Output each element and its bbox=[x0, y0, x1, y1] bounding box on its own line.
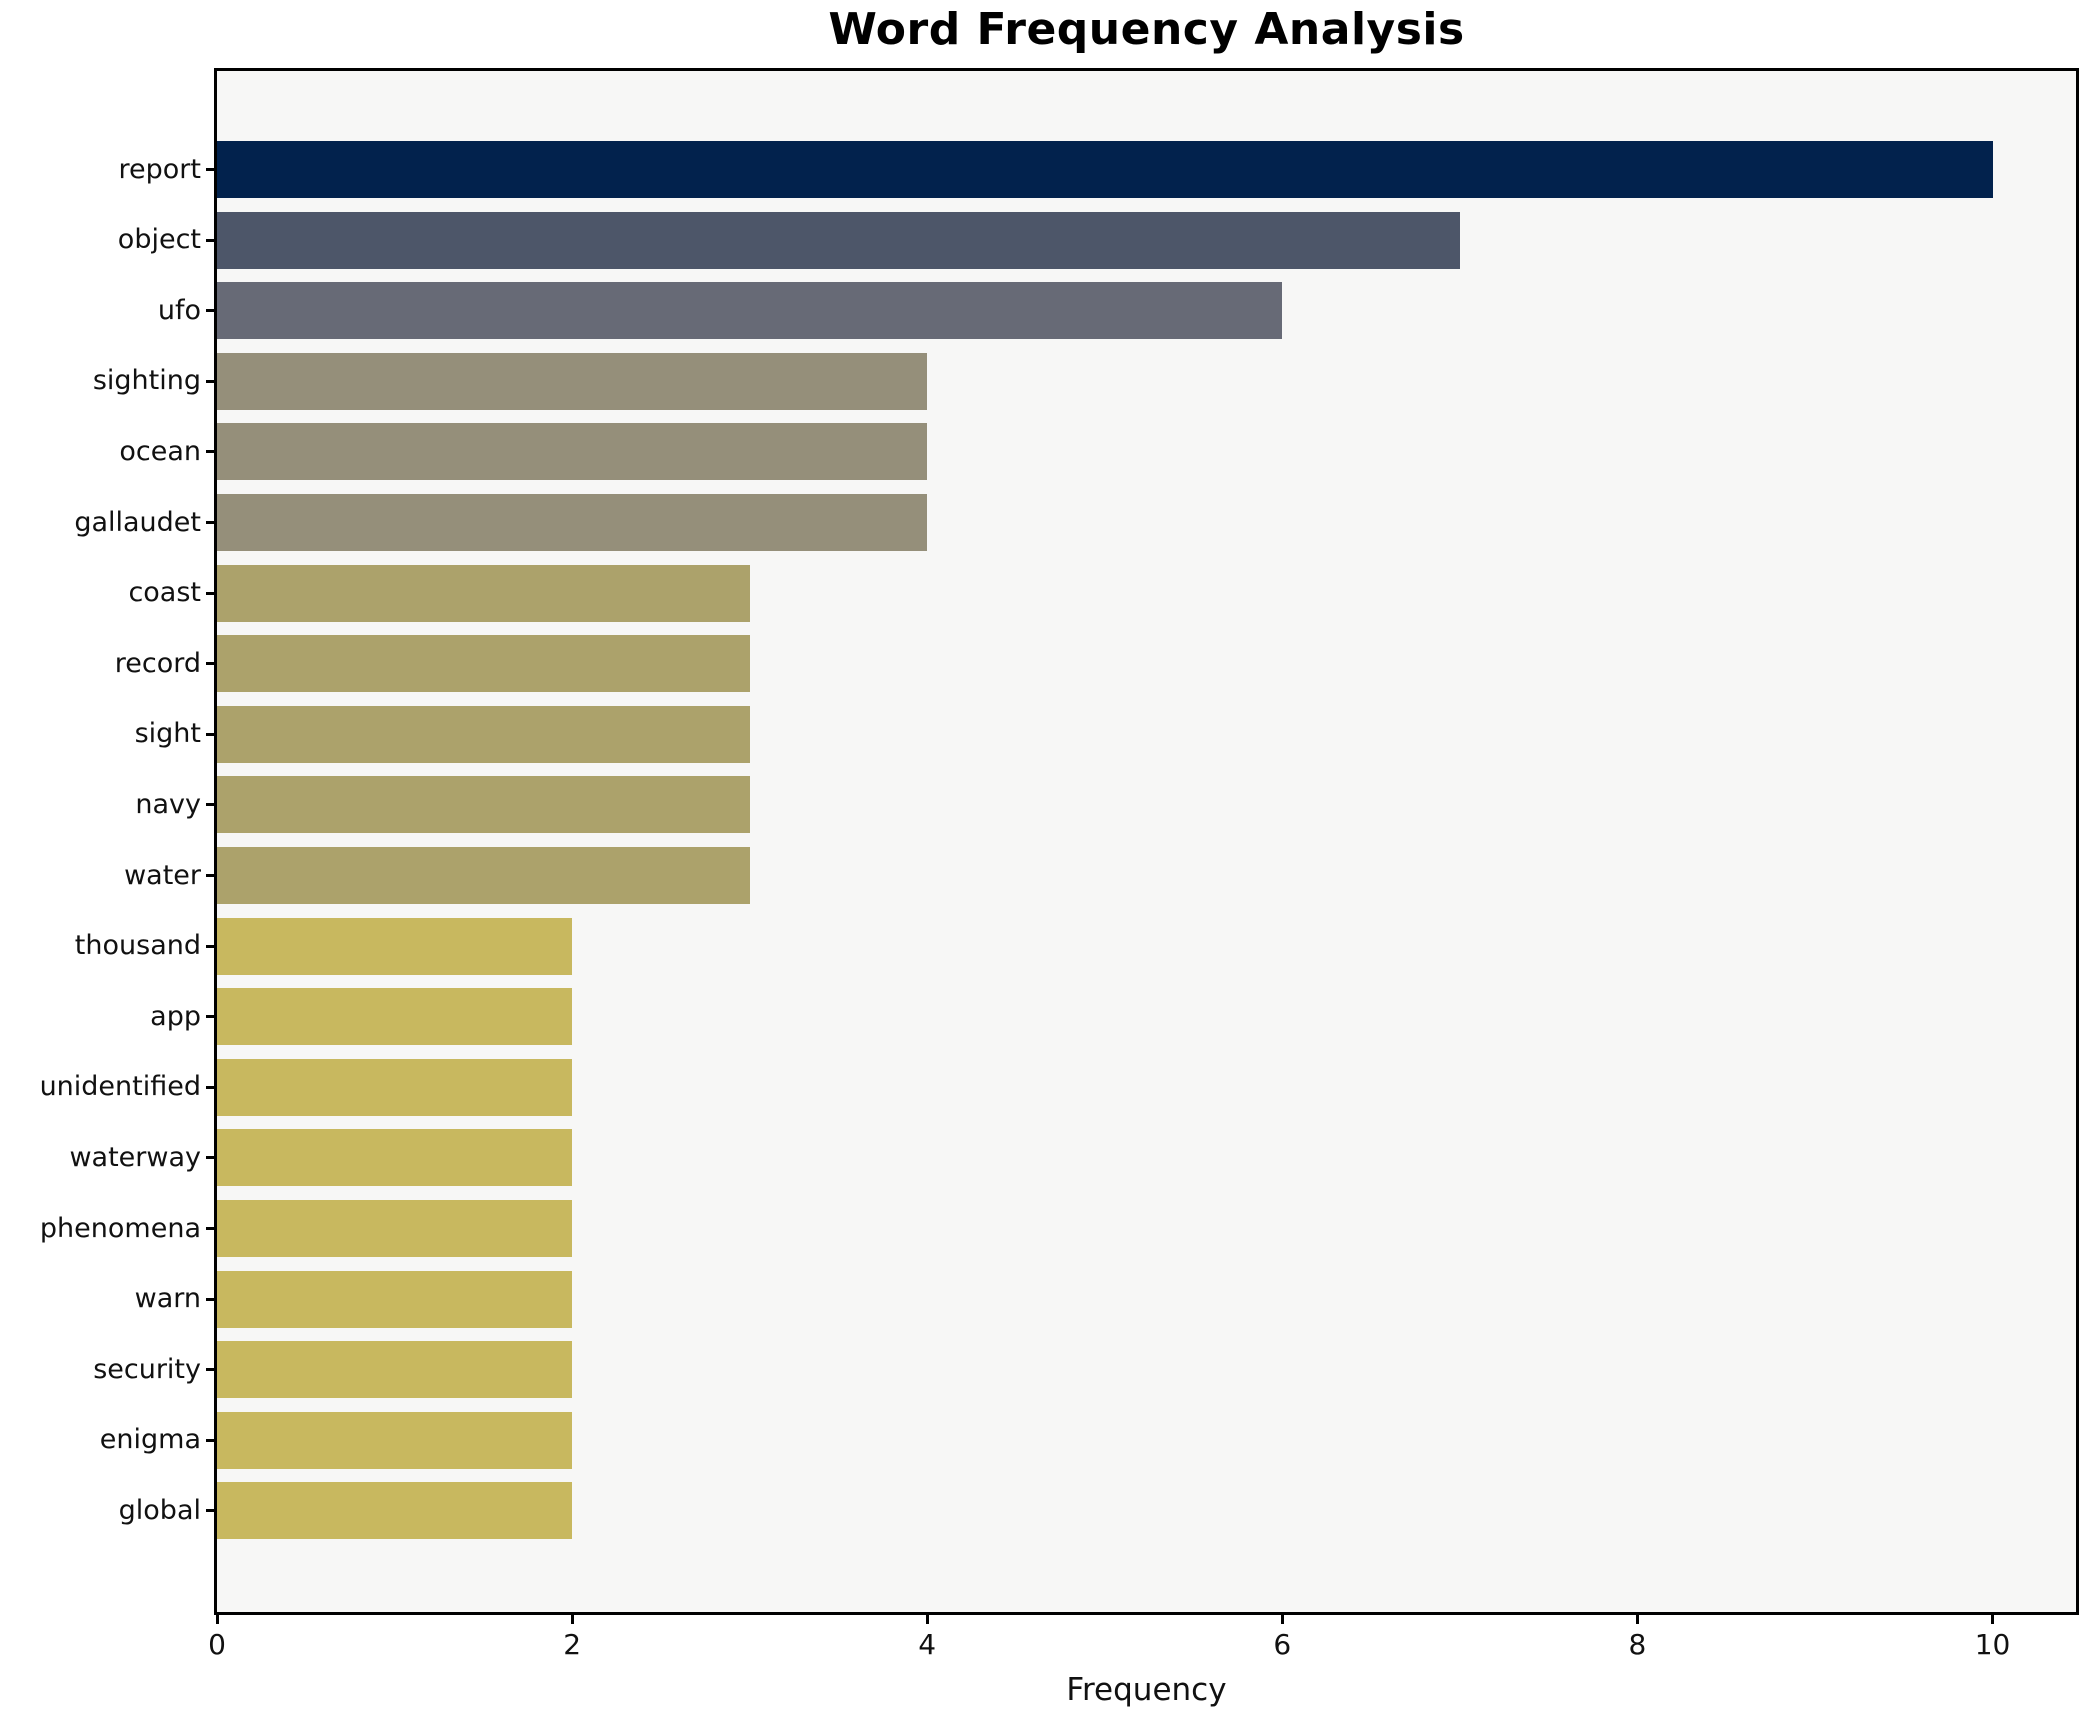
y-tick-mark bbox=[206, 1156, 217, 1160]
y-tick-mark bbox=[206, 1227, 217, 1230]
y-tick-label-ufo: ufo bbox=[157, 294, 201, 326]
y-tick-mark bbox=[206, 1085, 217, 1089]
bar-thousand bbox=[217, 917, 573, 975]
bar-phenomena bbox=[217, 1200, 573, 1257]
bar-warn bbox=[217, 1270, 573, 1328]
y-tick-mark bbox=[206, 1015, 217, 1019]
y-tick-label-global: global bbox=[118, 1494, 201, 1526]
bar-global bbox=[217, 1482, 573, 1540]
x-tick-mark bbox=[215, 1612, 219, 1624]
y-tick-label-report: report bbox=[118, 153, 201, 185]
y-tick-label-sighting: sighting bbox=[92, 365, 201, 397]
bar-unidentified bbox=[217, 1058, 573, 1116]
y-tick-mark bbox=[206, 450, 217, 454]
bar-report bbox=[217, 141, 1993, 198]
y-tick-label-warn: warn bbox=[134, 1283, 201, 1315]
y-tick-mark bbox=[206, 379, 217, 383]
x-tick-label-0: 0 bbox=[208, 1628, 226, 1661]
y-tick-label-security: security bbox=[93, 1353, 201, 1385]
x-tick-label-8: 8 bbox=[1628, 1628, 1647, 1661]
x-tick-label-2: 2 bbox=[563, 1628, 582, 1661]
y-tick-label-app: app bbox=[150, 1000, 201, 1032]
y-tick-label-phenomena: phenomena bbox=[39, 1212, 201, 1244]
y-tick-label-enigma: enigma bbox=[99, 1424, 201, 1456]
y-tick-mark bbox=[206, 662, 217, 666]
y-tick-mark bbox=[206, 1368, 217, 1372]
bar-waterway bbox=[217, 1129, 573, 1187]
y-tick-label-navy: navy bbox=[135, 788, 201, 820]
y-tick-label-object: object bbox=[117, 224, 201, 256]
bar-enigma bbox=[217, 1411, 573, 1469]
y-tick-mark bbox=[206, 732, 217, 736]
bar-sight bbox=[217, 705, 750, 763]
bar-object bbox=[217, 211, 1460, 269]
x-tick-label-6: 6 bbox=[1273, 1628, 1292, 1661]
bar-coast bbox=[217, 564, 750, 622]
y-tick-mark bbox=[206, 591, 217, 595]
x-tick-mark bbox=[570, 1612, 574, 1624]
y-tick-label-record: record bbox=[114, 647, 201, 679]
plot-area bbox=[217, 71, 2076, 1612]
x-tick-label-10: 10 bbox=[1974, 1628, 2011, 1661]
y-tick-label-gallaudet: gallaudet bbox=[74, 506, 201, 538]
y-tick-mark bbox=[206, 168, 217, 171]
bar-navy bbox=[217, 776, 750, 834]
x-axis-title: Frequency bbox=[1066, 1672, 1227, 1708]
x-tick-mark bbox=[1991, 1612, 1995, 1624]
y-axis-labels: report object ufo sighting ocean gallaudet coa… bbox=[0, 71, 201, 1612]
y-tick-mark bbox=[206, 521, 217, 524]
bar-record bbox=[217, 635, 750, 693]
y-tick-label-ocean: ocean bbox=[119, 435, 201, 467]
y-tick-mark bbox=[206, 1509, 217, 1513]
bar-gallaudet bbox=[217, 494, 928, 551]
y-tick-mark bbox=[206, 238, 217, 242]
x-tick-mark bbox=[925, 1612, 929, 1624]
bar-app bbox=[217, 988, 573, 1046]
y-tick-label-coast: coast bbox=[128, 577, 201, 609]
y-tick-mark bbox=[206, 944, 217, 948]
y-tick-mark bbox=[206, 309, 217, 313]
y-tick-mark bbox=[206, 803, 217, 807]
bar-water bbox=[217, 847, 750, 904]
chart-title: Word Frequency Analysis bbox=[828, 4, 1465, 55]
y-tick-label-sight: sight bbox=[134, 718, 201, 750]
x-tick-mark bbox=[1635, 1612, 1639, 1624]
y-tick-label-unidentified: unidentified bbox=[39, 1071, 201, 1103]
y-tick-label-thousand: thousand bbox=[74, 930, 201, 962]
x-tick-mark bbox=[1280, 1612, 1284, 1624]
y-tick-mark bbox=[206, 1438, 217, 1442]
bar-ocean bbox=[217, 423, 928, 481]
y-tick-label-waterway: waterway bbox=[69, 1141, 201, 1173]
x-tick-label-4: 4 bbox=[918, 1628, 937, 1661]
bar-security bbox=[217, 1341, 573, 1399]
y-tick-mark bbox=[206, 874, 217, 877]
y-tick-label-water: water bbox=[124, 859, 201, 891]
bar-sighting bbox=[217, 352, 928, 410]
bar-ufo bbox=[217, 282, 1283, 340]
y-tick-mark bbox=[206, 1297, 217, 1301]
